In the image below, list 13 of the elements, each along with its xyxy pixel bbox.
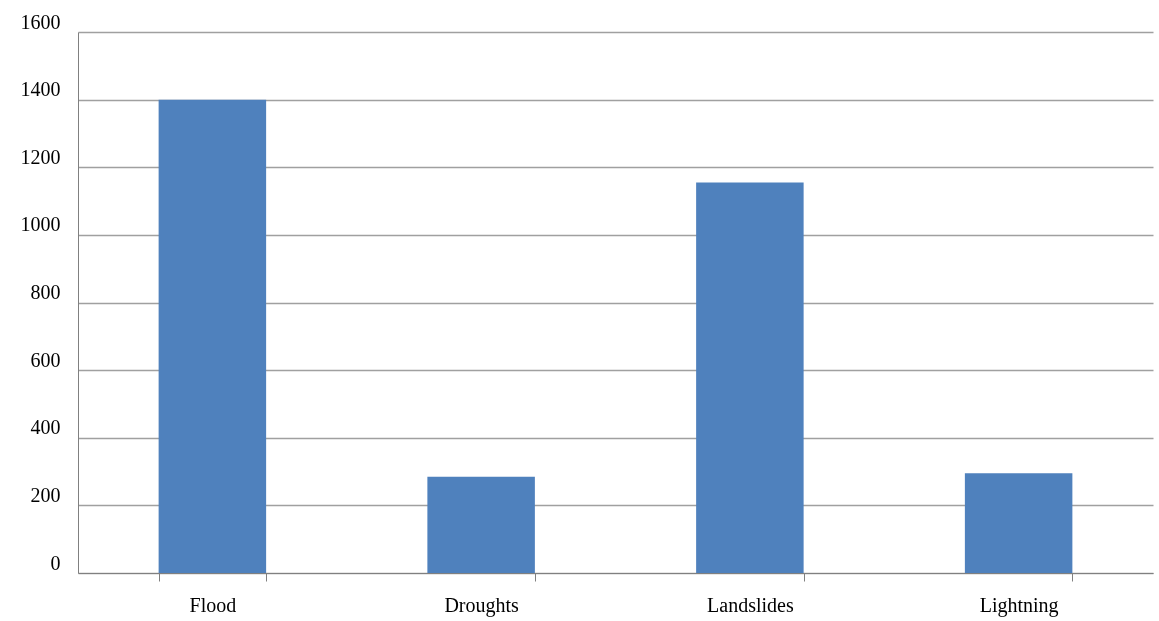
x-tick-label: Droughts: [444, 593, 520, 617]
y-tick-label: 600: [30, 348, 61, 371]
y-tick-label: 200: [30, 483, 61, 506]
x-tick-label: Flood: [189, 593, 237, 616]
y-tick-label: 1000: [20, 213, 61, 236]
y-tick-label: 1600: [20, 10, 61, 33]
y-tick-label: 1200: [20, 145, 61, 168]
y-tick-label: 400: [30, 416, 61, 439]
y-tick-label: 1400: [20, 78, 61, 101]
y-tick-label: 0: [50, 551, 61, 574]
x-tick-label: Lightning: [979, 593, 1059, 617]
y-tick-label: 800: [30, 281, 61, 303]
x-tick-label: Landslides: [707, 593, 794, 616]
